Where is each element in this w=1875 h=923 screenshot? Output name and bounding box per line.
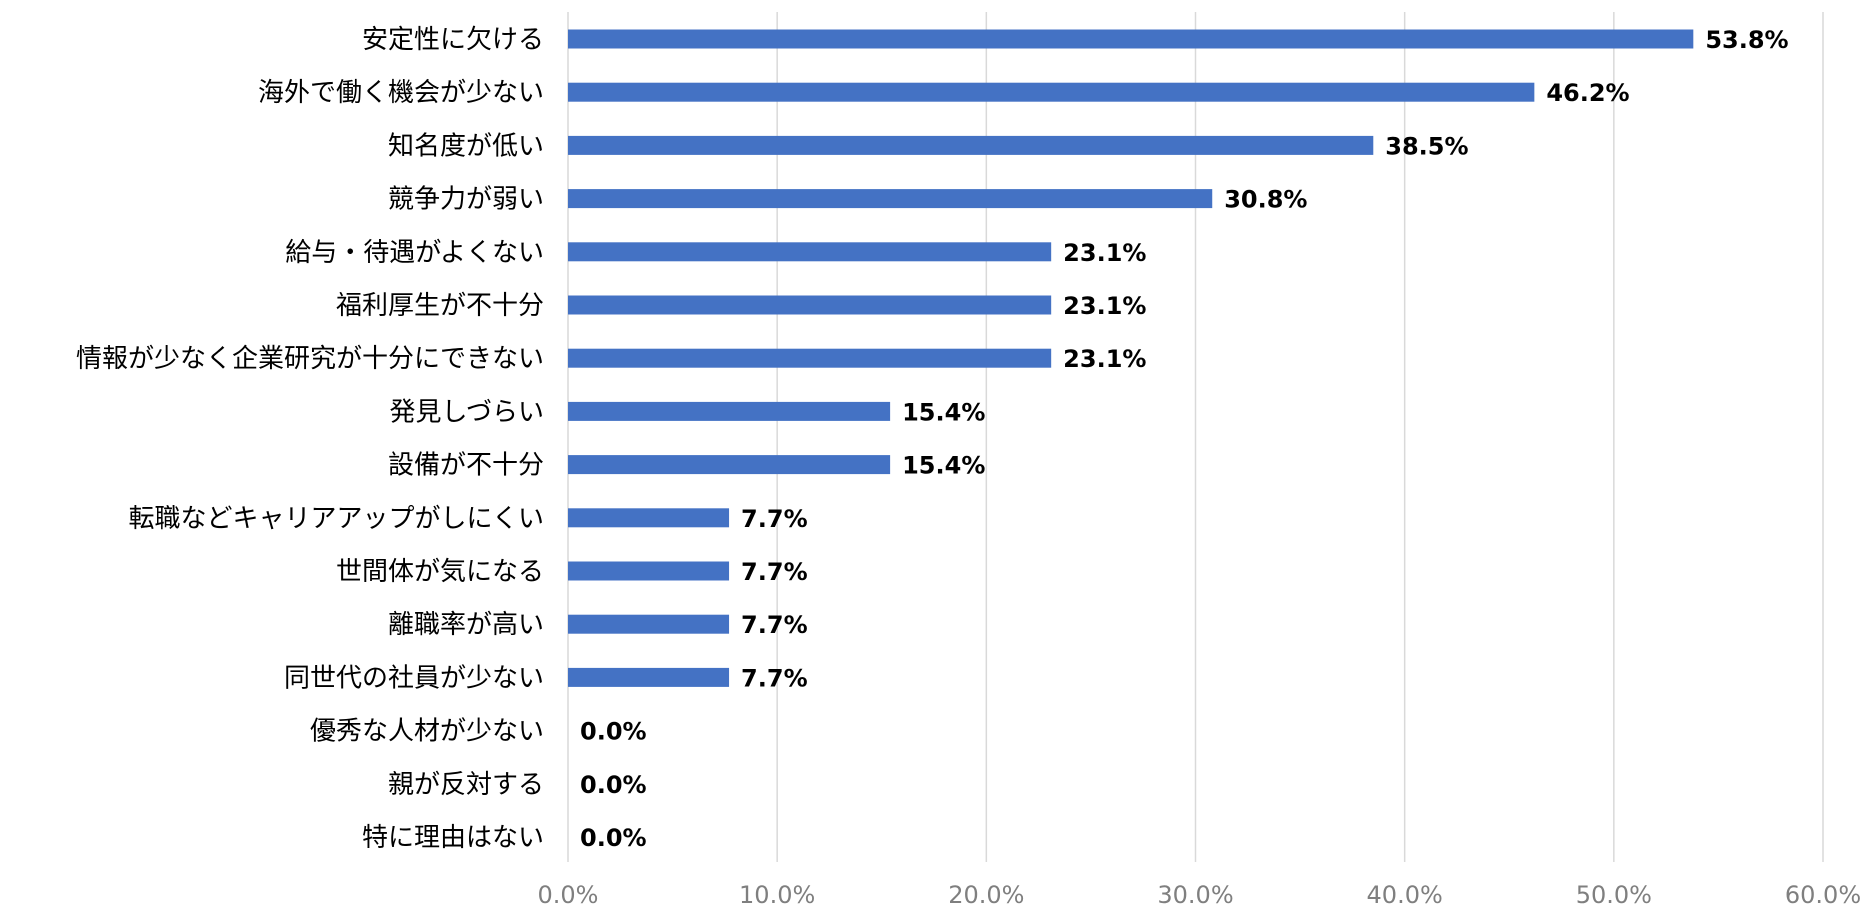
bar: [568, 667, 730, 687]
x-tick-label: 20.0%: [948, 881, 1024, 909]
bar: [568, 348, 1052, 368]
bar: [568, 455, 891, 475]
category-label: 発見しづらい: [390, 397, 544, 427]
data-label: 7.7%: [741, 505, 808, 533]
data-label: 30.8%: [1224, 186, 1307, 214]
bar: [568, 561, 730, 581]
data-label: 0.0%: [580, 718, 647, 746]
category-label: 安定性に欠ける: [362, 25, 544, 55]
category-label: 情報が少なく企業研究が十分にできない: [76, 344, 544, 374]
x-axis-tick-labels: 0.0% 10.0% 20.0% 30.0% 40.0% 50.0% 60.0%: [538, 881, 1862, 909]
data-label: 0.0%: [580, 771, 647, 799]
category-label: 特に理由はない: [362, 823, 544, 853]
category-labels: 安定性に欠ける海外で働く機会が少ない知名度が低い競争力が弱い給与・待遇がよくない…: [76, 25, 544, 853]
bar: [568, 508, 730, 528]
data-label: 7.7%: [741, 611, 808, 639]
category-label: 海外で働く機会が少ない: [258, 78, 544, 108]
bars: [568, 29, 1694, 687]
data-label: 15.4%: [902, 398, 985, 426]
category-label: 給与・待遇がよくない: [285, 238, 544, 268]
category-label: 離職率が高い: [388, 610, 544, 640]
data-label: 23.1%: [1063, 345, 1146, 373]
x-tick-label: 0.0%: [538, 881, 599, 909]
x-tick-label: 50.0%: [1576, 881, 1652, 909]
category-label: 転職などキャリアアップがしにくい: [129, 504, 544, 534]
data-label: 7.7%: [741, 558, 808, 586]
category-label: 同世代の社員が少ない: [284, 663, 544, 693]
category-label: 優秀な人材が少ない: [310, 717, 544, 747]
category-label: 親が反対する: [388, 770, 544, 800]
data-label: 53.8%: [1705, 26, 1788, 54]
x-tick-label: 30.0%: [1157, 881, 1233, 909]
category-label: 設備が不十分: [388, 451, 544, 481]
data-label: 23.1%: [1063, 292, 1146, 320]
x-tick-label: 40.0%: [1367, 881, 1443, 909]
bar: [568, 135, 1374, 155]
x-tick-label: 60.0%: [1785, 881, 1861, 909]
data-label: 0.0%: [580, 824, 647, 852]
data-label: 46.2%: [1546, 79, 1629, 107]
data-label: 23.1%: [1063, 239, 1146, 267]
category-label: 福利厚生が不十分: [336, 291, 544, 321]
x-tick-label: 10.0%: [739, 881, 815, 909]
category-label: 知名度が低い: [388, 131, 544, 161]
data-labels: 53.8% 46.2% 38.5% 30.8% 23.1% 23.1% 23.1% 15.4%…: [580, 26, 1789, 852]
bar: [568, 614, 730, 634]
bar: [568, 242, 1052, 262]
bar: [568, 295, 1052, 315]
category-label: 世間体が気になる: [336, 557, 544, 587]
data-label: 15.4%: [902, 452, 985, 480]
bar: [568, 82, 1535, 102]
bar: [568, 189, 1213, 209]
category-label: 競争力が弱い: [388, 185, 544, 215]
bar: [568, 29, 1694, 49]
data-label: 7.7%: [741, 664, 808, 692]
bar: [568, 401, 891, 421]
data-label: 38.5%: [1385, 132, 1468, 160]
